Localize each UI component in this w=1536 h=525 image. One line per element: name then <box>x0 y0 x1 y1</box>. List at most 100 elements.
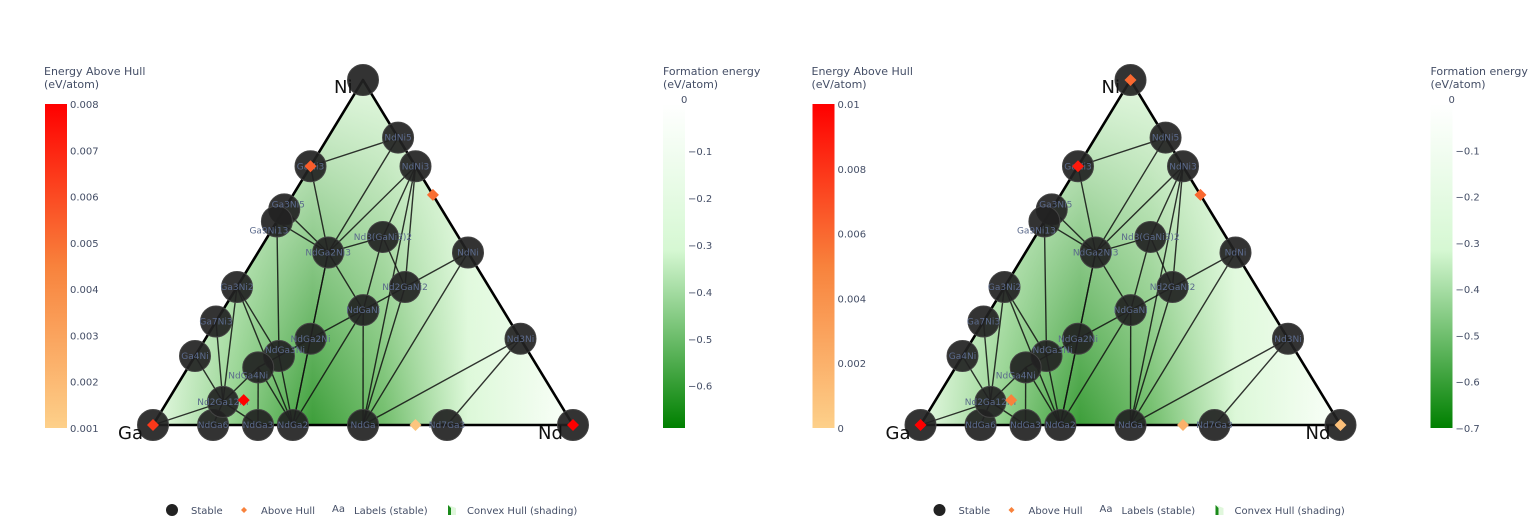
formation-colorbar-tick: −0.4 <box>1456 285 1480 296</box>
ehull-colorbar-tick: 0.004 <box>838 294 867 305</box>
stable-label: Ga3Ni2 <box>988 283 1021 293</box>
element-label-nd: Nd <box>538 423 563 444</box>
legend-labels-icon: Aa <box>1100 504 1113 515</box>
ehull-colorbar-tick: 0.002 <box>838 359 867 370</box>
ehull-colorbar-tick: 0.004 <box>70 285 99 296</box>
stable-label: Ga4Ni <box>181 352 208 362</box>
legend-labels-label: Labels (stable) <box>354 506 428 517</box>
stable-label: NdGa <box>351 421 376 431</box>
stable-label: NdGa4Ni <box>228 371 268 381</box>
ehull-colorbar-tick: 0.005 <box>70 239 99 250</box>
ehull-colorbar-tick: 0.008 <box>838 165 867 176</box>
stable-label: NdGa <box>1118 421 1143 431</box>
ehull-colorbar-title: Energy Above Hull <box>812 65 913 78</box>
stable-label: Ga3Ni5 <box>272 200 305 210</box>
ehull-colorbar-unit: (eV/atom) <box>812 78 867 91</box>
stable-label: NdNi5 <box>384 134 411 144</box>
formation-colorbar <box>1431 104 1453 428</box>
element-label-ni: Ni <box>1102 77 1120 98</box>
legend-stable-label: Stable <box>959 506 991 517</box>
element-label-nd: Nd <box>1306 423 1331 444</box>
stable-label: Nd3Ni <box>1274 335 1301 345</box>
stable-label: NdGa2 <box>278 421 309 431</box>
legend-hull-label: Convex Hull (shading) <box>467 506 577 517</box>
stable-label: NdGa2Ni3 <box>1073 249 1119 259</box>
ehull-colorbar-tick: 0.01 <box>838 100 860 111</box>
formation-colorbar-tick: −0.3 <box>688 241 712 252</box>
ehull-colorbar-tick: 0.002 <box>70 378 99 389</box>
formation-colorbar-unit: (eV/atom) <box>1431 78 1486 91</box>
formation-colorbar-tick: −0.1 <box>688 147 712 158</box>
ehull-colorbar <box>813 104 835 428</box>
formation-colorbar-tick: −0.3 <box>1456 239 1480 250</box>
stable-label: NdNi <box>457 249 479 259</box>
legend-hull-label: Convex Hull (shading) <box>1235 506 1345 517</box>
formation-colorbar-tick: 0 <box>681 95 687 106</box>
formation-colorbar-tick: −0.6 <box>1456 378 1480 389</box>
legend-above-hull-label: Above Hull <box>1029 506 1083 517</box>
element-label-ni: Ni <box>334 77 352 98</box>
formation-colorbar-tick: −0.4 <box>688 288 712 299</box>
stable-label: Ga9Ni13 <box>1017 226 1056 236</box>
legend-above-hull-icon <box>241 507 247 513</box>
legend-labels-label: Labels (stable) <box>1122 506 1196 517</box>
stable-label: NdNi5 <box>1152 134 1179 144</box>
element-label-ga: Ga <box>118 423 143 444</box>
ehull-colorbar-tick: 0.006 <box>70 193 99 204</box>
formation-colorbar-tick: −0.7 <box>1456 424 1480 435</box>
stable-label: Nd7Ga3 <box>429 421 465 431</box>
ternary-plot-1: NdNi5GaNi3NdNi3Ga3Ni5Ga9Ni13Ga3Ni2Ga7Ni3… <box>44 65 761 518</box>
ehull-colorbar-title: Energy Above Hull <box>44 65 145 78</box>
stable-label: NdGa2Ni <box>1058 335 1098 345</box>
stable-label: NdGa3 <box>1010 421 1041 431</box>
stable-label: NdGa3Ni <box>1033 346 1073 356</box>
legend-labels-icon: Aa <box>332 504 345 515</box>
ehull-colorbar-tick: 0 <box>838 424 844 435</box>
stable-label: Ga3Ni5 <box>1039 200 1072 210</box>
stable-label: NdNi <box>1225 249 1247 259</box>
formation-colorbar <box>663 104 685 428</box>
ehull-colorbar <box>45 104 67 428</box>
ehull-colorbar-unit: (eV/atom) <box>44 78 99 91</box>
ehull-colorbar-tick: 0.007 <box>70 146 99 157</box>
stable-label: Ga7Ni3 <box>199 318 232 328</box>
legend-stable-icon <box>166 504 178 516</box>
stable-label: NdGa6 <box>198 421 229 431</box>
stable-label: NdNi3 <box>402 162 429 172</box>
stable-label: NdGa2 <box>1045 421 1076 431</box>
stable-label: Nd7Ga3 <box>1196 421 1232 431</box>
legend-stable-icon <box>934 504 946 516</box>
stable-label: Ga9Ni13 <box>249 226 288 236</box>
legend-stable-label: Stable <box>191 506 223 517</box>
ehull-colorbar-tick: 0.001 <box>70 424 99 435</box>
formation-colorbar-tick: −0.6 <box>688 382 712 393</box>
ehull-colorbar-tick: 0.003 <box>70 331 99 342</box>
stable-label: NdGa4Ni <box>996 371 1036 381</box>
stable-label: Nd3Ni <box>507 335 534 345</box>
formation-colorbar-tick: −0.2 <box>688 194 712 205</box>
element-label-ga: Ga <box>886 423 911 444</box>
stable-label: Nd3(GaNi3)2 <box>1121 233 1179 243</box>
stable-label: NdGaNi <box>346 306 380 316</box>
formation-colorbar-tick: 0 <box>1449 95 1455 106</box>
stable-label: Ga4Ni <box>949 352 976 362</box>
stable-label: Ga3Ni2 <box>220 283 253 293</box>
stable-label: NdGa3 <box>243 421 274 431</box>
stable-label: NdGa3Ni <box>265 346 305 356</box>
legend: Stable Above Hull Aa Labels (stable) Convex … <box>934 504 1345 517</box>
formation-colorbar-tick: −0.5 <box>688 335 712 346</box>
ternary-plot-2: NdNi5GaNi3NdNi3Ga3Ni5Ga9Ni13Ga3Ni2Ga7Ni3… <box>812 65 1529 518</box>
stable-label: NdNi3 <box>1169 162 1196 172</box>
stable-label: Nd2GaNi2 <box>1150 283 1196 293</box>
stable-label: NdGa6 <box>965 421 996 431</box>
formation-colorbar-title: Formation energy <box>1431 65 1529 78</box>
stable-label: Nd3(GaNi3)2 <box>354 233 412 243</box>
stable-label: NdGaNi <box>1114 306 1148 316</box>
stable-label: NdGa2Ni3 <box>305 249 351 259</box>
ehull-colorbar-tick: 0.006 <box>838 230 867 241</box>
formation-colorbar-title: Formation energy <box>663 65 761 78</box>
formation-colorbar-tick: −0.5 <box>1456 331 1480 342</box>
ehull-colorbar-tick: 0.008 <box>70 100 99 111</box>
